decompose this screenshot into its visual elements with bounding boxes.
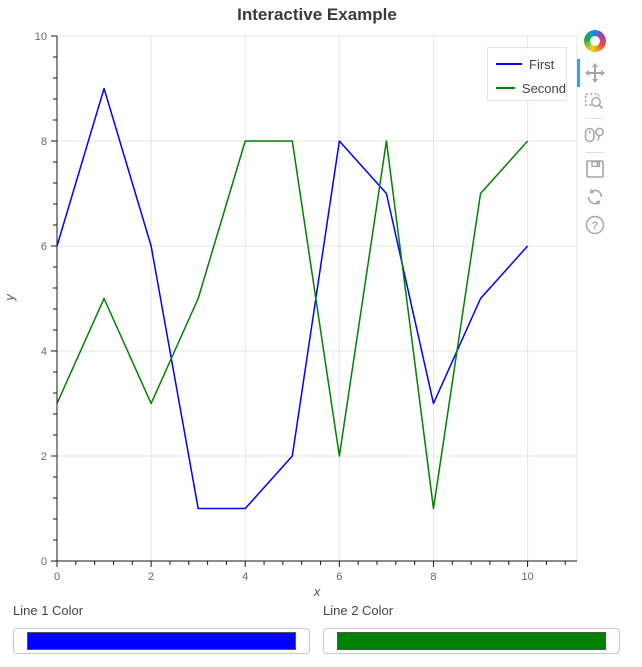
legend: First Second xyxy=(487,47,567,101)
line1-color-widget: Line 1 Color xyxy=(13,600,310,654)
toolbar-divider xyxy=(586,152,604,153)
toolbar: ? xyxy=(577,30,608,241)
y-tick-label: 6 xyxy=(41,241,47,253)
line1-color-picker[interactable] xyxy=(13,628,310,654)
reset-icon xyxy=(587,188,603,206)
wheel-zoom-tool-button[interactable] xyxy=(583,123,607,147)
line2-color-picker[interactable] xyxy=(323,628,620,654)
y-axis-label: y xyxy=(1,294,17,301)
wheel-zoom-icon xyxy=(584,127,604,143)
widget-row: Line 1 Color Line 2 Color xyxy=(0,600,620,654)
line2-color-widget: Line 2 Color xyxy=(323,600,620,654)
x-axis-label: x xyxy=(313,584,321,599)
plot-title: Interactive Example xyxy=(237,5,397,24)
help-tool-button[interactable]: ? xyxy=(583,213,607,237)
y-tick-label: 4 xyxy=(41,346,47,358)
line1-color-label: Line 1 Color xyxy=(13,603,84,618)
line1-color-swatch xyxy=(27,632,296,650)
box-zoom-icon xyxy=(584,93,604,110)
legend-label: Second xyxy=(521,80,566,96)
reset-tool-button[interactable] xyxy=(583,185,607,209)
pan-tool-button[interactable] xyxy=(577,59,607,87)
series-line-first xyxy=(56,87,529,510)
y-tick-label: 0 xyxy=(41,556,47,568)
y-tick-label: 2 xyxy=(41,451,47,463)
save-tool-button[interactable] xyxy=(583,157,607,181)
x-tick-label: 6 xyxy=(336,571,342,583)
series-line-second xyxy=(56,140,529,510)
move-icon xyxy=(585,63,605,83)
save-icon xyxy=(586,160,604,178)
legend-line-swatch xyxy=(496,87,515,89)
line2-color-swatch xyxy=(337,632,606,650)
x-tick-label: 10 xyxy=(521,571,533,583)
help-icon: ? xyxy=(585,215,605,235)
bokeh-logo[interactable] xyxy=(584,30,606,52)
plot-frame xyxy=(56,35,578,562)
active-tool-indicator xyxy=(577,59,580,87)
figure: Interactive Example 0 2 4 6 8 10 0 2 4 6 8 10 y x F… xyxy=(0,0,642,600)
y-tick-label: 10 xyxy=(35,31,47,43)
x-tick-label: 2 xyxy=(148,571,154,583)
toolbar-divider xyxy=(586,118,604,119)
svg-text:?: ? xyxy=(592,220,599,232)
line2-color-label: Line 2 Color xyxy=(323,603,394,618)
x-tick-label: 4 xyxy=(242,571,248,583)
box-zoom-tool-button[interactable] xyxy=(583,89,607,113)
legend-item: Second xyxy=(488,76,566,100)
plot-canvas[interactable]: 0 2 4 6 8 10 0 2 4 6 8 10 xyxy=(0,0,642,600)
y-tick-label: 8 xyxy=(41,136,47,148)
legend-label: First xyxy=(529,56,555,72)
x-tick-label: 0 xyxy=(54,571,60,583)
x-tick-label: 8 xyxy=(430,571,436,583)
legend-line-swatch xyxy=(496,63,522,65)
legend-item: First xyxy=(488,52,566,76)
